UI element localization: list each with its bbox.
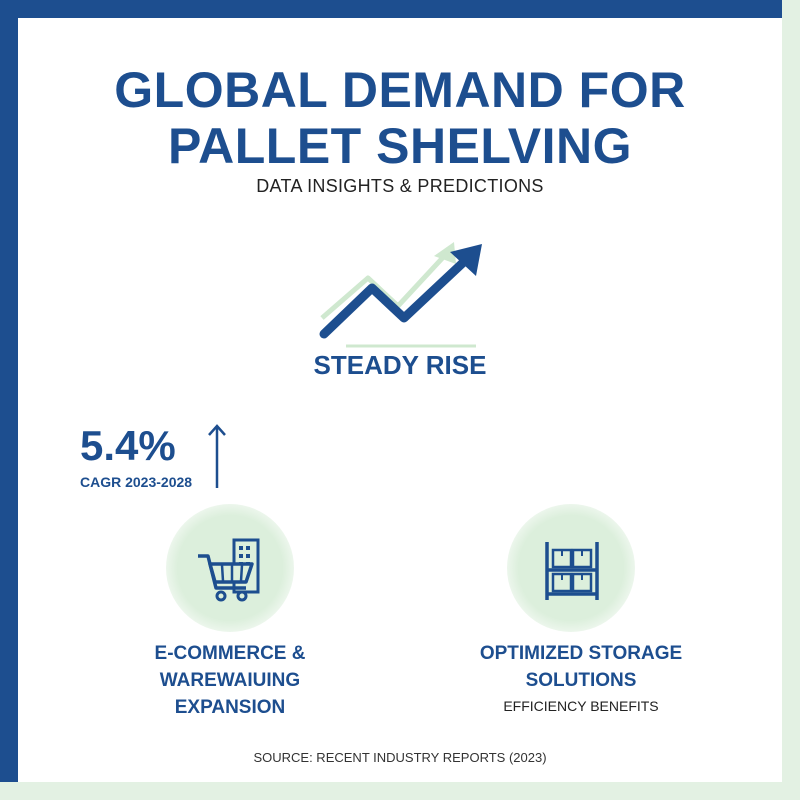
infographic-card: GLOBAL DEMAND FOR PALLET SHELVING DATA I…: [18, 18, 782, 782]
frame-border-top: [0, 0, 800, 18]
page-title: GLOBAL DEMAND FOR PALLET SHELVING: [114, 62, 686, 174]
frame-border-bottom: [0, 782, 800, 800]
feature-storage-subtitle: EFFICIENCY BENEFITS: [503, 698, 659, 714]
source-note: SOURCE: RECENT INDUSTRY REPORTS (2023): [253, 750, 547, 765]
cagr-label: CAGR 2023-2028: [80, 474, 193, 490]
ecommerce-icon-circle: [166, 504, 294, 632]
trend-label: STEADY RISE: [313, 350, 487, 380]
cagr-stat: 5.4% CAGR 2023-2028: [80, 422, 260, 502]
shopping-cart-warehouse-icon: [198, 538, 260, 602]
frame-border-right: [782, 0, 800, 800]
feature-storage-title: OPTIMIZED STORAGE SOLUTIONS: [479, 643, 683, 691]
feature-ecommerce-title: E-COMMERCE & WAREWAIUING EXPANSION: [154, 643, 306, 718]
up-arrow-icon: [208, 424, 226, 488]
page-subtitle: DATA INSIGHTS & PREDICTIONS: [256, 176, 544, 196]
storage-shelf-icon: [545, 542, 599, 600]
trend-up-arrow-icon: [310, 228, 490, 368]
storage-icon-circle: [507, 504, 635, 632]
frame-border-left: [0, 0, 18, 800]
cagr-value: 5.4%: [80, 422, 176, 469]
